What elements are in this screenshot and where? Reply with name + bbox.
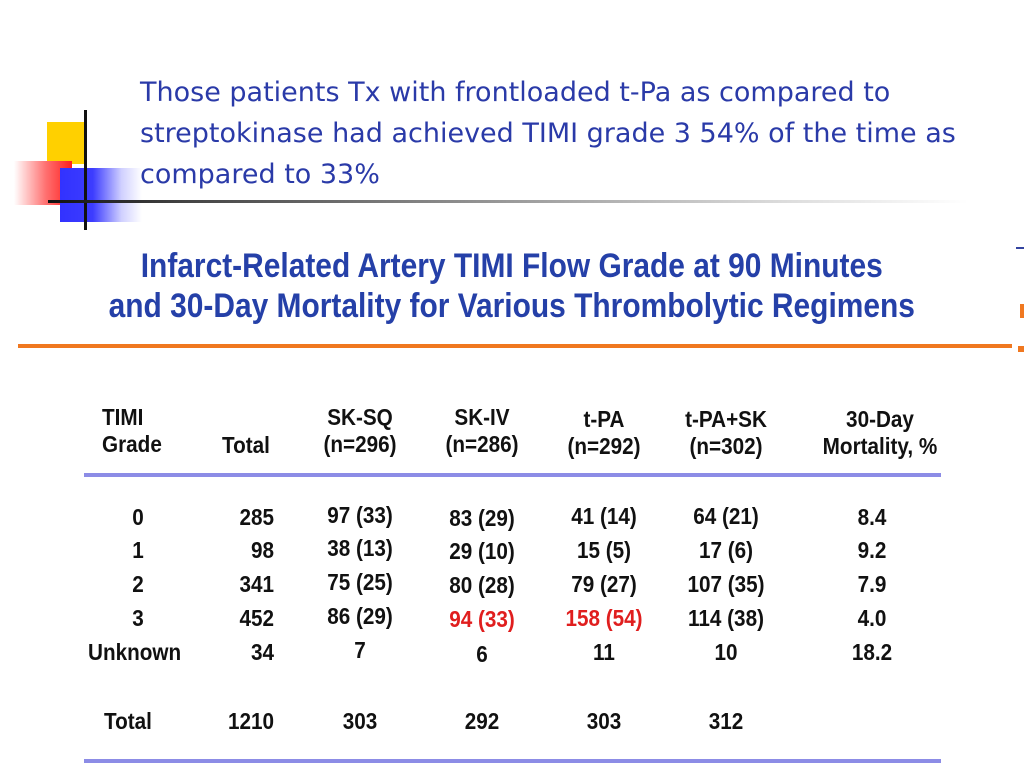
cell-mortality: 4.0 <box>857 605 887 631</box>
figure-heading: Infarct-Related Artery TIMI Flow Grade a… <box>61 246 962 326</box>
cell-grade: 3 <box>132 605 144 631</box>
header-line: t-PA+SK <box>685 406 767 432</box>
cell-tpa: 79 (27) <box>571 571 637 597</box>
logo-vertical-line <box>84 110 87 230</box>
totals-sk-iv: 292 <box>464 708 500 734</box>
header-line: SK-SQ <box>327 404 393 430</box>
figure-heading-line-1: Infarct-Related Artery TIMI Flow Grade a… <box>140 247 883 285</box>
totals-label: Total <box>104 708 152 734</box>
cell-sk-sq: 86 (29) <box>327 603 393 629</box>
table-bottom-rule <box>84 759 941 763</box>
cell-sk-iv: 29 (10) <box>449 538 515 564</box>
column-header-sk-iv: SK-IV (n=286) <box>437 404 527 458</box>
cell-grade: 1 <box>132 537 144 563</box>
cell-total: 341 <box>239 571 274 597</box>
header-line: TIMI <box>102 404 144 430</box>
header-line: t-PA <box>583 406 625 432</box>
cell-mortality: 7.9 <box>857 571 887 597</box>
cell-mortality: 9.2 <box>857 537 887 563</box>
cell-total: 285 <box>239 504 274 530</box>
header-line: SK-IV <box>454 404 510 430</box>
cell-tpa: 11 <box>593 639 615 665</box>
cell-total: 98 <box>250 537 274 563</box>
column-header-timi-grade: TIMI Grade <box>102 404 162 458</box>
column-header-mortality: 30-Day Mortality, % <box>817 406 943 460</box>
edge-mark <box>1020 304 1024 318</box>
totals-tpa-sk: 312 <box>708 708 744 734</box>
slide-title: Those patients Tx with frontloaded t-Pa … <box>140 77 956 190</box>
cell-mortality: 18.2 <box>851 639 893 665</box>
title-underline <box>48 200 968 203</box>
edge-mark <box>1016 247 1024 249</box>
column-header-tpa-sk: t-PA+SK (n=302) <box>677 406 776 460</box>
figure-orange-rule <box>18 344 1012 348</box>
header-line: Grade <box>102 431 162 457</box>
cell-tpa-sk: 64 (21) <box>693 503 759 529</box>
cell-sk-iv-highlighted: 94 (33) <box>449 606 515 632</box>
logo-yellow-square <box>47 122 85 164</box>
logo-blue-square <box>60 168 142 222</box>
cell-tpa-sk: 114 (38) <box>688 605 764 631</box>
header-line: (n=286) <box>445 431 519 457</box>
cell-sk-sq: 7 <box>354 637 366 663</box>
cell-tpa-highlighted: 158 (54) <box>565 605 643 631</box>
header-line: (n=292) <box>567 433 641 459</box>
cell-tpa: 41 (14) <box>571 503 637 529</box>
totals-total: 1210 <box>227 708 274 734</box>
cell-sk-sq: 75 (25) <box>327 569 393 595</box>
header-line: 30-Day <box>846 406 914 432</box>
cell-sk-iv: 83 (29) <box>449 505 515 531</box>
cell-sk-iv: 6 <box>476 641 488 667</box>
cell-tpa-sk: 10 <box>714 639 738 665</box>
header-line: (n=296) <box>323 431 397 457</box>
cell-grade: Unknown <box>88 639 182 665</box>
cell-total: 452 <box>239 605 274 631</box>
cell-grade: 2 <box>132 571 144 597</box>
column-header-total: Total <box>222 432 270 459</box>
cell-tpa-sk: 107 (35) <box>687 571 765 597</box>
table-header-rule <box>84 473 941 477</box>
totals-sk-sq: 303 <box>342 708 378 734</box>
cell-sk-iv: 80 (28) <box>449 572 515 598</box>
figure-heading-line-2: and 30-Day Mortality for Various Thrombo… <box>108 287 915 325</box>
cell-mortality: 8.4 <box>857 504 887 530</box>
cell-tpa: 15 (5) <box>576 537 632 563</box>
cell-total: 34 <box>250 639 274 665</box>
column-header-sk-sq: SK-SQ (n=296) <box>315 404 405 458</box>
cell-grade: 0 <box>132 504 144 530</box>
header-line: Mortality, % <box>822 433 938 459</box>
column-header-tpa: t-PA (n=292) <box>559 406 649 460</box>
header-line: (n=302) <box>689 433 763 459</box>
header-line: Total <box>222 432 270 458</box>
cell-sk-sq: 38 (13) <box>327 535 393 561</box>
totals-tpa: 303 <box>586 708 622 734</box>
edge-mark <box>1018 346 1024 352</box>
cell-tpa-sk: 17 (6) <box>698 537 754 563</box>
cell-sk-sq: 97 (33) <box>327 502 393 528</box>
